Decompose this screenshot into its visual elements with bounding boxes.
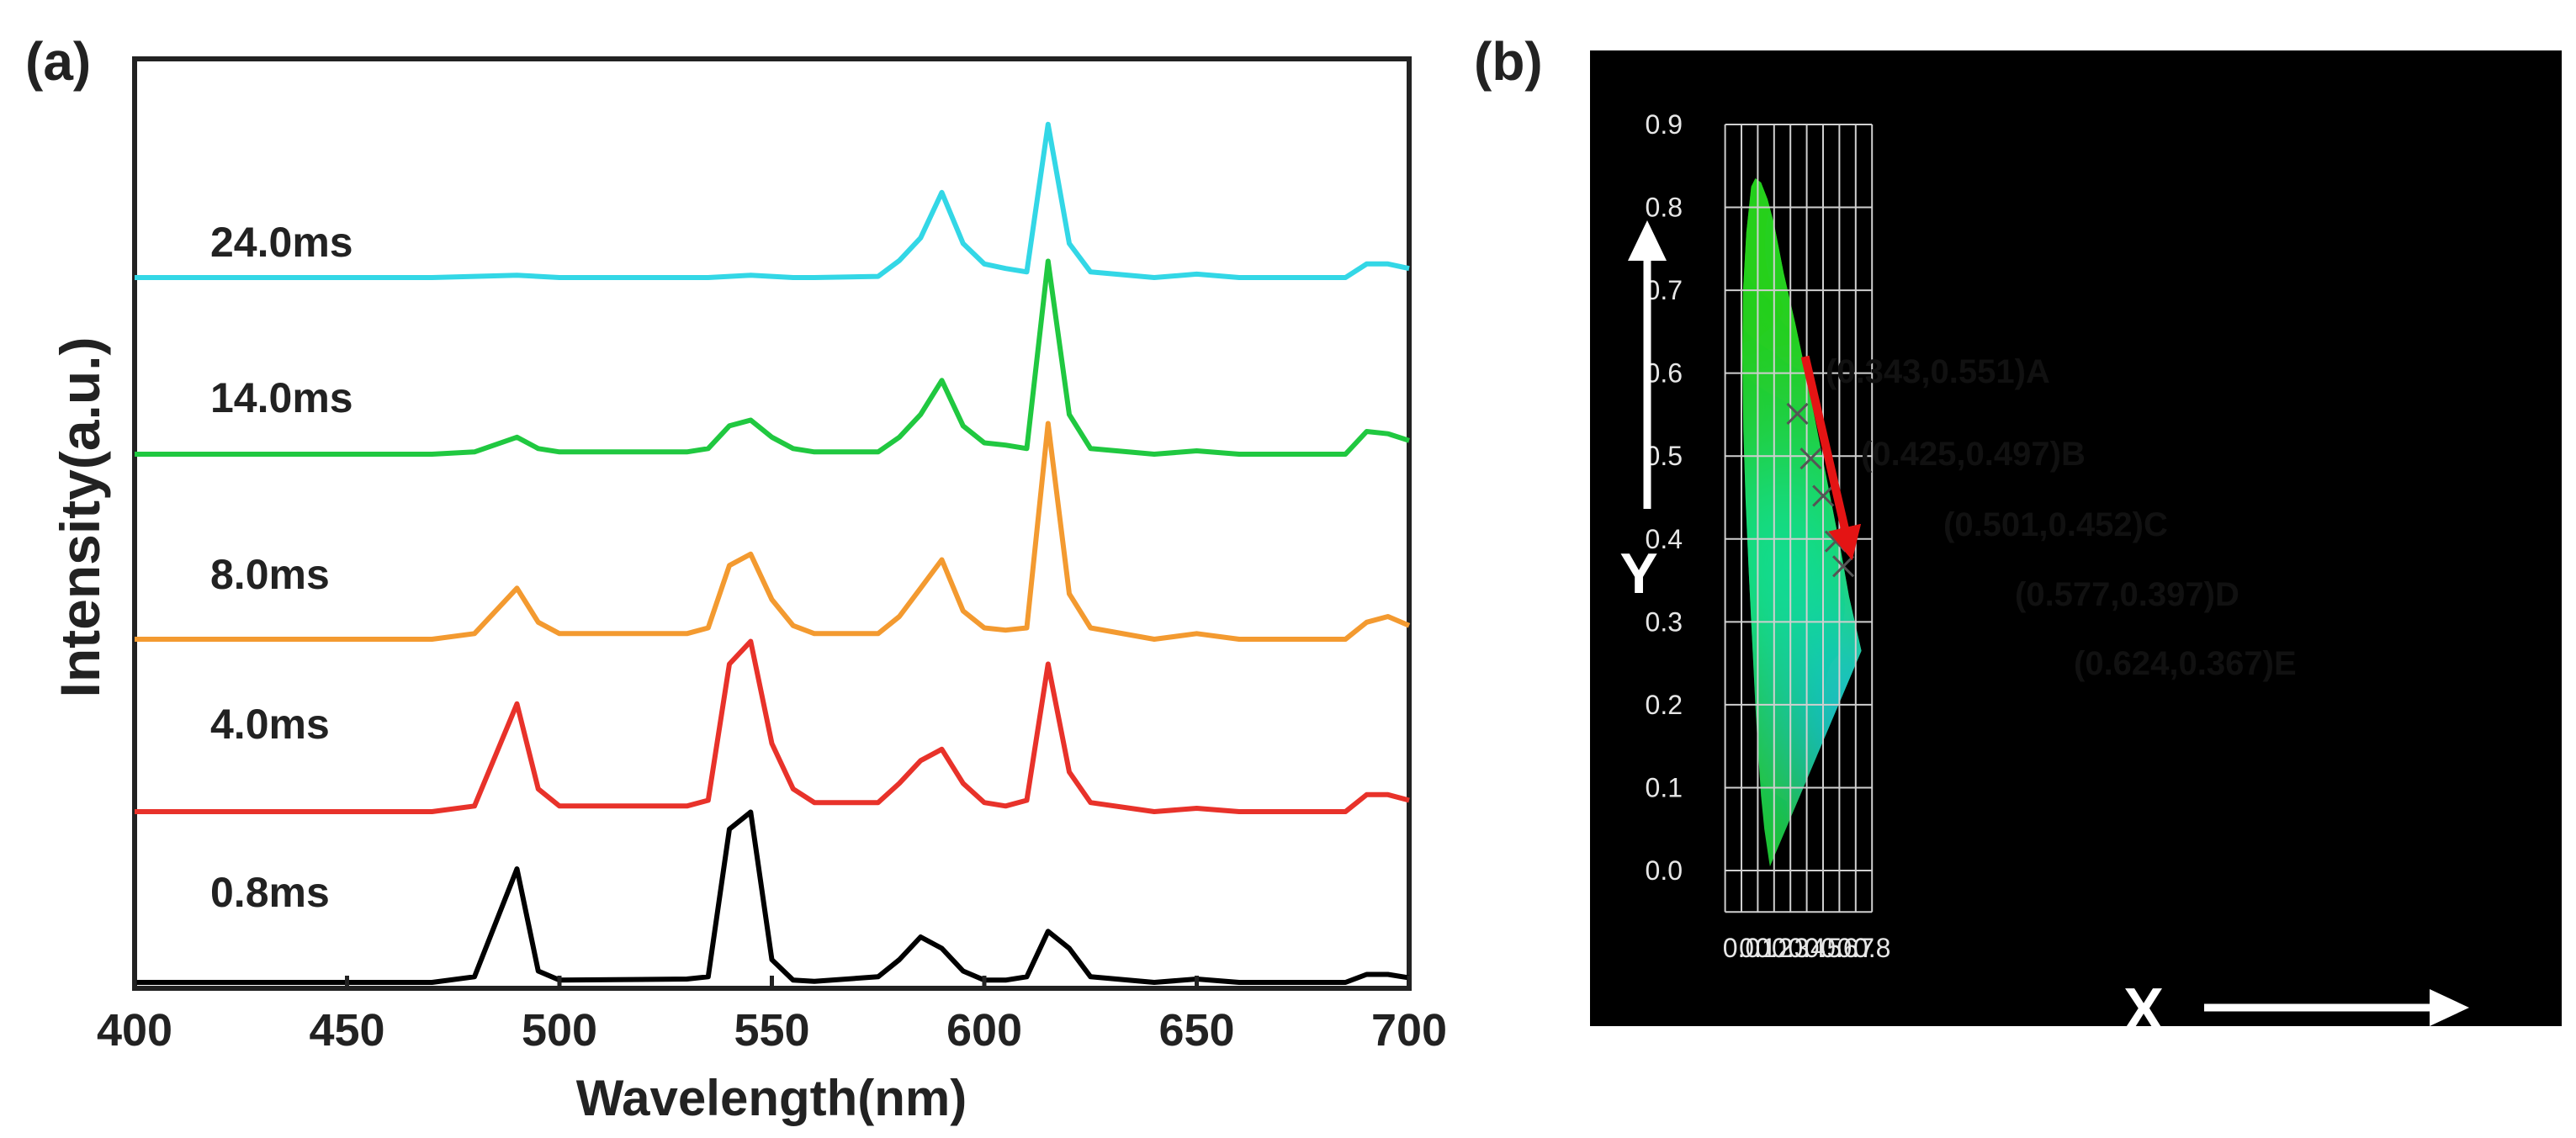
panel-a: (a) 0.8ms 4.0ms 8.0ms 14.0ms 24.0ms 400 450 50… [25,31,1447,1126]
series-labels: 0.8ms 4.0ms 8.0ms 14.0ms 24.0ms [210,219,353,916]
x-tick-label: 650 [1158,1005,1234,1056]
spectrum-line-24-0ms [135,121,1410,280]
y-tick-label-b: 0.5 [1646,441,1683,471]
y-arrowhead [1628,220,1667,261]
panel-b-label: (b) [1474,31,1543,92]
series-label-0-8ms: 0.8ms [210,869,330,916]
y-ticks-b: 0.0 0.1 0.2 0.3 0.4 0.5 0.6 0.7 0.8 0.9 [1646,109,1683,886]
x-tick-label: 450 [309,1005,384,1056]
x-tick-label: 400 [97,1005,172,1056]
x-axis-label: Wavelength(nm) [576,1070,967,1126]
y-tick-label-b: 0.0 [1646,855,1683,886]
x-tick-label: 500 [522,1005,597,1056]
y-tick-label-b: 0.9 [1646,109,1683,140]
x-tick-label-b: 0.6 [1821,933,1858,963]
y-tick-label-b: 0.4 [1646,524,1683,554]
x-tick-label: 600 [946,1005,1022,1056]
y-axis-label: Intensity(a.u.) [49,336,111,697]
x-axis-label-b: X [2123,977,2164,1044]
point-label-A: (0.343,0.551)A [1826,353,2050,390]
point-marker-C [1812,484,1835,507]
x-tick-label-b: 0.7 [1837,933,1874,963]
x-ticks-b: 0.00.10.20.30.40.50.60.70.8 [1723,933,1891,963]
point-label-E: (0.624,0.367)E [2074,645,2297,682]
x-tick-label: 550 [734,1005,809,1056]
point-label-D: (0.577,0.397)D [2015,576,2239,613]
point-label-B: (0.425,0.497)B [1861,436,2086,473]
series-label-8-0ms: 8.0ms [210,551,330,598]
grid-b [1724,123,1874,913]
panel-a-label: (a) [25,31,91,92]
x-tick-label-b: 0.4 [1788,933,1825,963]
x-ticks: 400 450 500 550 600 650 700 [97,976,1447,1056]
spectrum-line-8-0ms [135,421,1411,642]
x-tick-label-b: 0.3 [1772,933,1809,963]
y-tick-label-b: 0.8 [1646,193,1683,223]
plot-frame-a [132,56,1412,991]
x-tick-label: 700 [1371,1005,1447,1056]
point-marker-B [1799,447,1822,470]
y-tick-label-b: 0.2 [1646,690,1683,720]
x-tick-label-b: 0.0 [1723,933,1760,963]
panel-b: (b) 0.00.10.20.30.40.50.60.70.8 0.00.10.… [1474,31,2562,1044]
y-tick-label-b: 0.3 [1646,606,1683,637]
spectrum-line-4-0ms [135,638,1410,814]
point-marker-A [1786,402,1809,425]
x-tick-label-b: 0.1 [1739,933,1776,963]
spectrum-line-14-0ms [135,258,1410,457]
series-label-14-0ms: 14.0ms [210,374,353,421]
series-label-24-0ms: 24.0ms [210,219,353,266]
x-arrowhead [2430,989,2469,1026]
y-tick-label-b: 0.6 [1646,358,1683,389]
y-tick-label-b: 0.1 [1646,772,1683,802]
trend-arrow [1800,355,1862,561]
x-tick-label-b: 0.2 [1756,933,1793,963]
y-tick-label-b: 0.7 [1646,275,1683,305]
series-label-4-0ms: 4.0ms [210,701,330,748]
point-label-C: (0.501,0.452)C [1943,506,2168,543]
x-tick-label-b: 0.8 [1853,933,1890,963]
y-axis-label-b: Y [1619,542,1657,606]
x-tick-label-b: 0.5 [1805,933,1842,963]
